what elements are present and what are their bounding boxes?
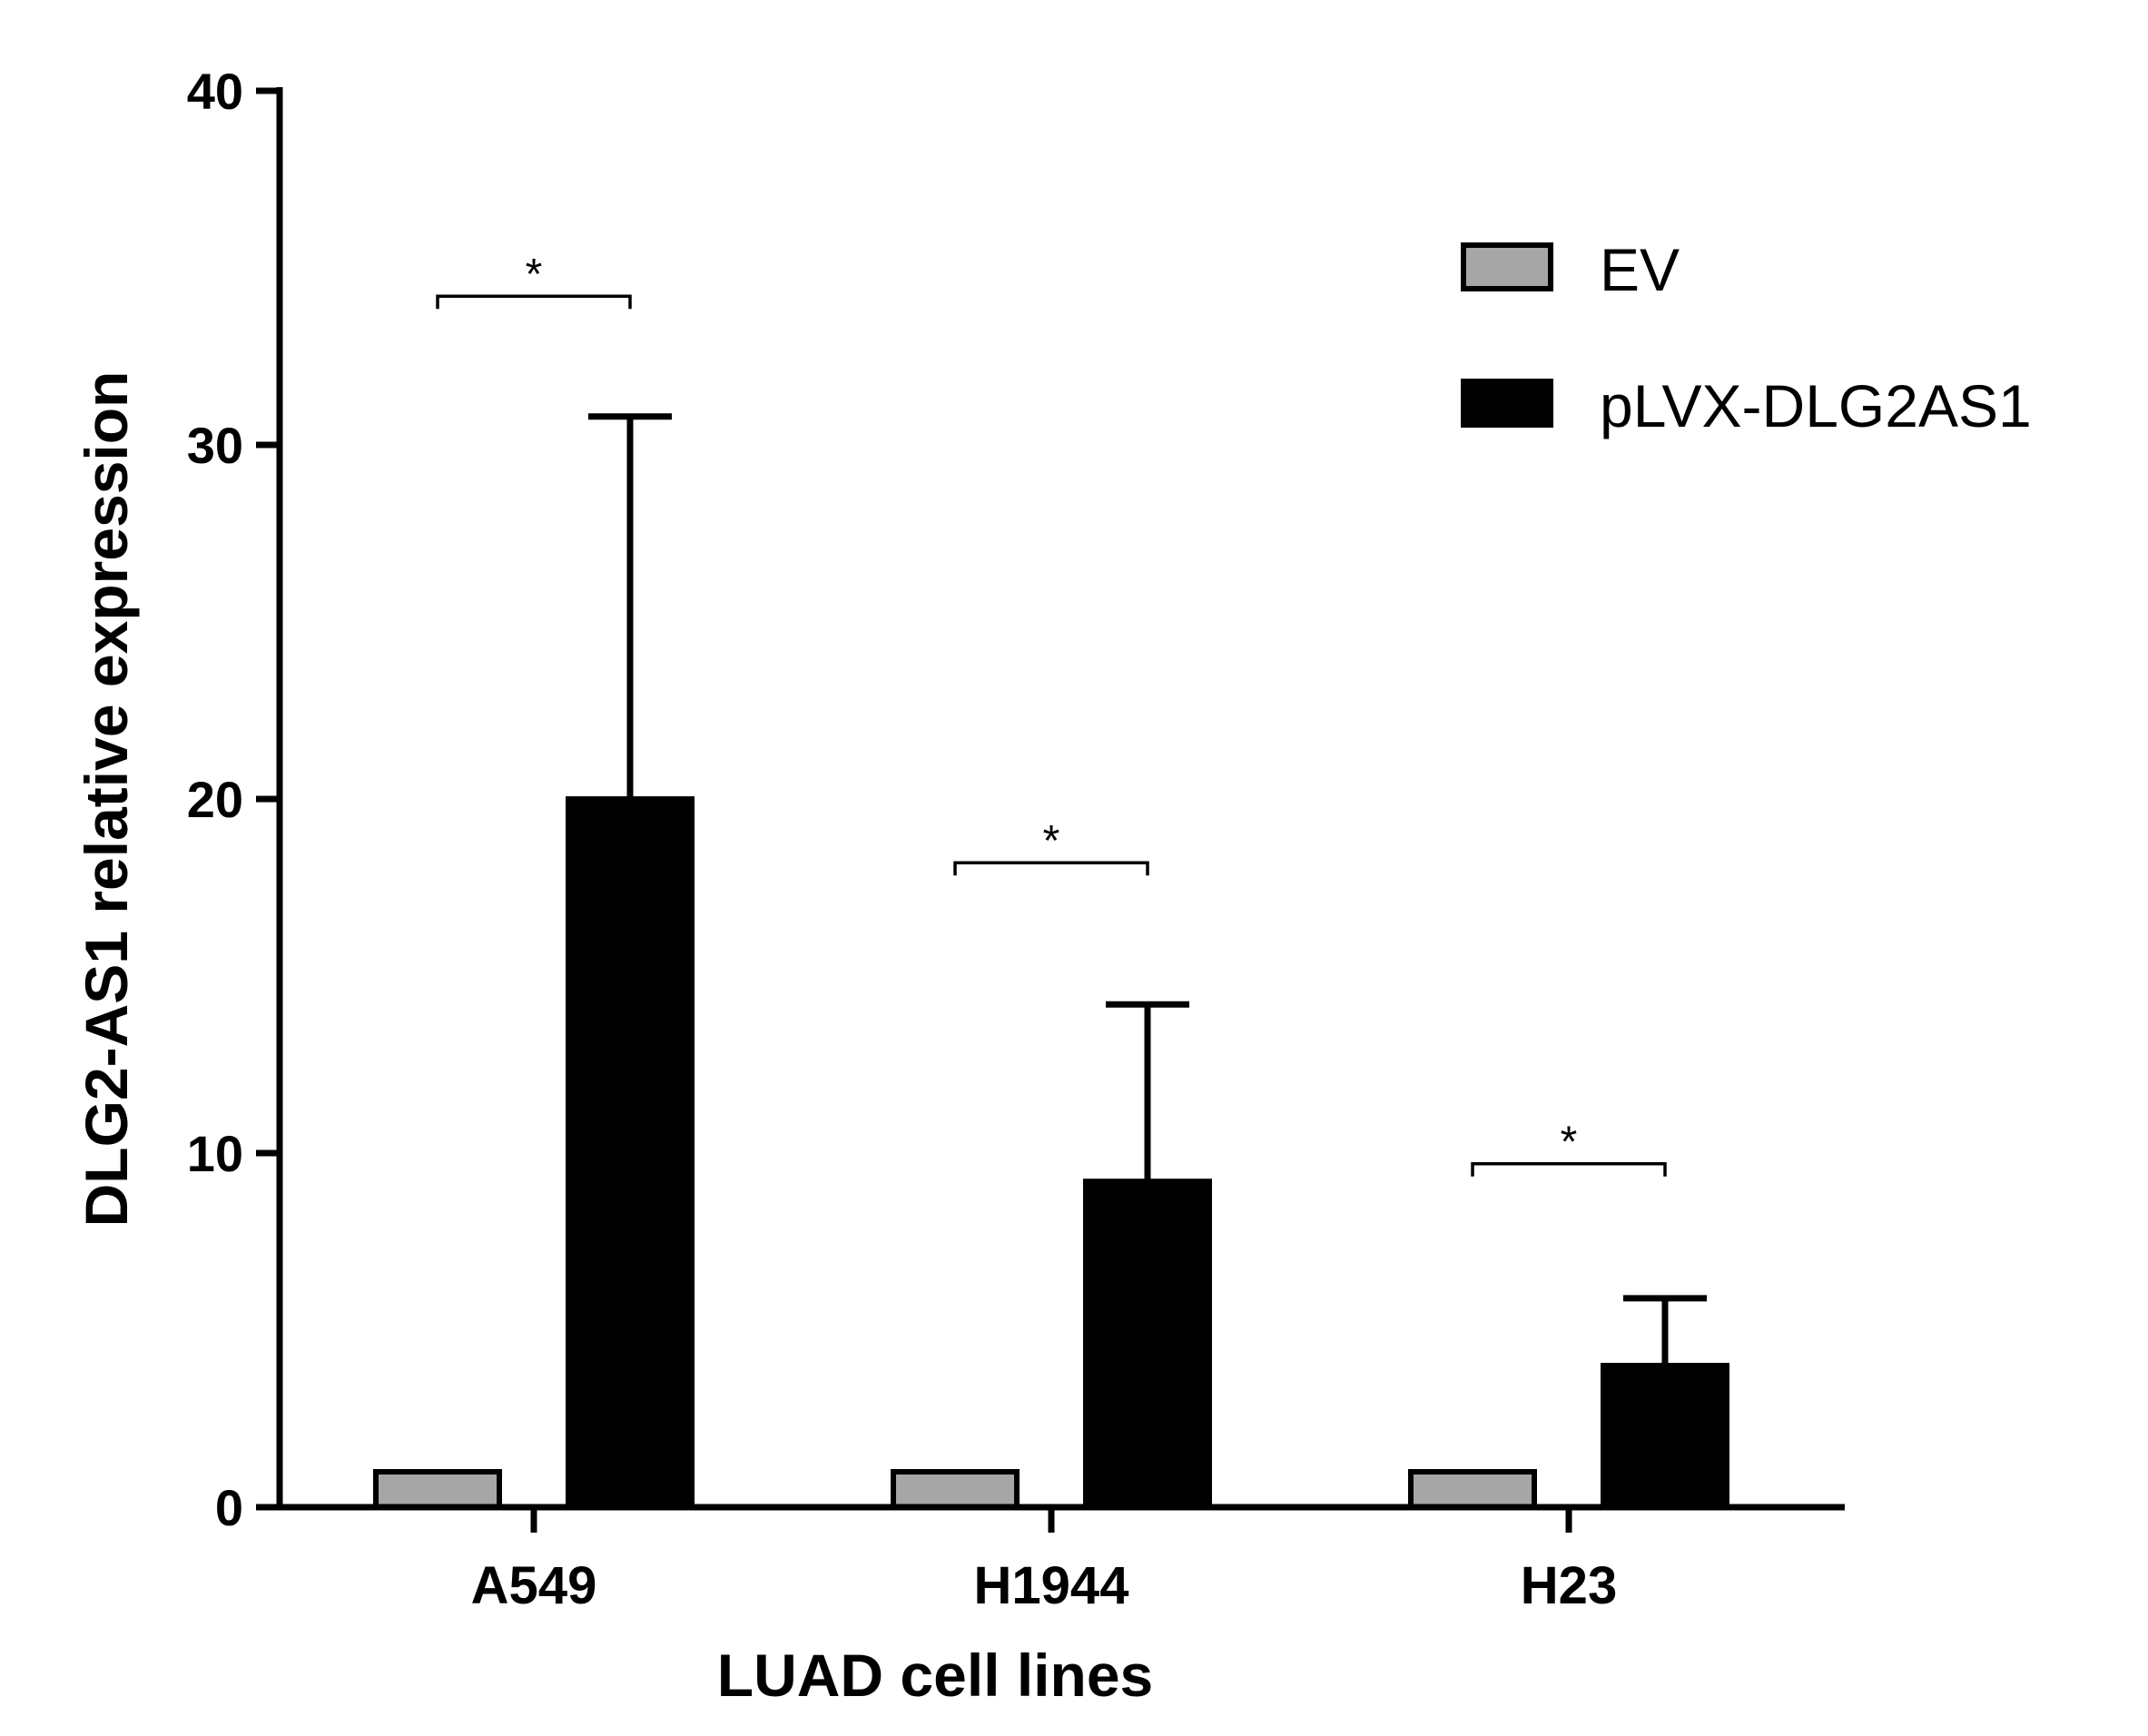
bar-plvx-dlg2as1-h23 — [1601, 1363, 1729, 1510]
significance-marker: * — [1561, 1119, 1578, 1167]
x-tick-label: H1944 — [974, 1556, 1129, 1615]
bar-plvx-dlg2as1-a549 — [566, 796, 695, 1510]
significance-bracket — [436, 294, 632, 310]
x-axis: A549 H1944 H23 — [277, 1504, 1845, 1615]
significance-bracket — [953, 861, 1149, 876]
x-tick-label: A549 — [471, 1556, 597, 1615]
y-tick-label: 0 — [215, 1479, 243, 1536]
x-tick-label: H23 — [1521, 1556, 1617, 1615]
y-tick-label: 10 — [187, 1125, 243, 1182]
legend-label-plvx-dlg2as1: pLVX-DLG2AS1 — [1600, 372, 2032, 439]
significance-marker: * — [1043, 817, 1060, 865]
bar-ev-h23 — [1408, 1469, 1537, 1510]
x-axis-title: LUAD cell lines — [717, 1642, 1153, 1709]
y-tick-label: 20 — [187, 771, 243, 828]
legend-swatch-ev — [1461, 242, 1553, 291]
bar-ev-h1944 — [891, 1469, 1020, 1510]
legend: EV pLVX-DLG2AS1 — [1461, 236, 2032, 439]
significance-marker: * — [526, 251, 543, 299]
y-tick-label: 40 — [187, 63, 243, 120]
significance-bracket — [1471, 1161, 1667, 1177]
legend-swatch-plvx-dlg2as1 — [1461, 379, 1553, 428]
y-axis: 0 10 20 30 40 — [187, 63, 283, 1536]
legend-label-ev: EV — [1600, 236, 1680, 303]
y-axis-title: DLG2-AS1 relative expression — [73, 371, 140, 1228]
bar-plvx-dlg2as1-h1944 — [1083, 1179, 1212, 1510]
bar-ev-a549 — [373, 1469, 502, 1510]
y-tick-label: 30 — [187, 417, 243, 474]
plot-area — [373, 413, 1729, 1510]
significance-brackets: * * * — [436, 251, 1667, 1177]
